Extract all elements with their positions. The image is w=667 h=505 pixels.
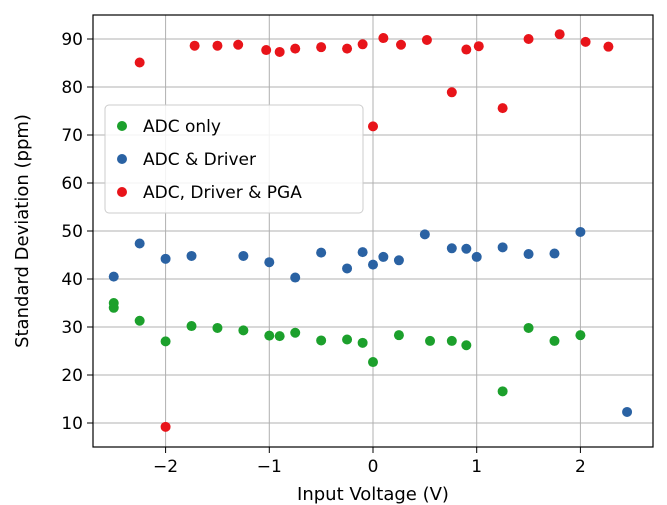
point-series-1: [549, 335, 560, 346]
point-series-1: [264, 330, 275, 341]
point-series-3: [160, 421, 171, 432]
point-series-3: [554, 29, 565, 40]
legend-marker-1: [117, 121, 127, 131]
point-series-1: [393, 330, 404, 341]
x-tick-label: 1: [471, 457, 482, 477]
point-series-2: [549, 248, 560, 259]
point-series-2: [378, 251, 389, 262]
point-series-1: [238, 325, 249, 336]
point-series-3: [378, 33, 389, 44]
point-series-2: [622, 406, 633, 417]
point-series-3: [580, 36, 591, 47]
point-series-3: [233, 39, 244, 50]
y-tick-label: 60: [61, 174, 83, 194]
point-series-2: [342, 263, 353, 274]
point-series-3: [603, 41, 614, 52]
y-tick-label: 70: [61, 126, 83, 146]
y-tick-label: 90: [61, 30, 83, 50]
point-series-3: [274, 46, 285, 57]
point-series-3: [497, 103, 508, 114]
y-tick-label: 10: [61, 414, 83, 434]
point-series-2: [497, 242, 508, 253]
legend-marker-3: [117, 187, 127, 197]
point-series-2: [471, 251, 482, 262]
legend-entries: ADC only ADC & Driver ADC, Driver & PGA: [117, 117, 302, 203]
point-series-2: [134, 238, 145, 249]
point-series-1: [212, 322, 223, 333]
y-tick-label: 50: [61, 222, 83, 242]
y-axis-ticks: 10 20 30 40 50 60 70 80 90: [61, 30, 93, 434]
point-series-2: [446, 243, 457, 254]
point-series-3: [473, 41, 484, 52]
x-tick-label: 0: [368, 457, 379, 477]
point-series-3: [212, 40, 223, 51]
point-series-3: [421, 34, 432, 45]
point-series-3: [290, 43, 301, 54]
point-series-3: [461, 44, 472, 55]
point-series-2: [108, 271, 119, 282]
legend: ADC only ADC & Driver ADC, Driver & PGA: [104, 104, 364, 214]
point-series-2: [290, 272, 301, 283]
legend-marker-2: [117, 154, 127, 164]
data-points: [108, 29, 633, 432]
y-tick-label: 40: [61, 270, 83, 290]
point-series-2: [186, 250, 197, 261]
point-series-3: [316, 42, 327, 53]
point-series-1: [108, 302, 119, 313]
point-series-2: [357, 247, 368, 258]
point-series-3: [523, 34, 534, 44]
point-series-1: [425, 335, 436, 346]
y-tick-label: 20: [61, 366, 83, 386]
point-series-1: [446, 335, 457, 346]
point-series-3: [342, 43, 353, 54]
grid-lines: [93, 15, 653, 447]
x-tick-label: −1: [257, 457, 282, 477]
point-series-1: [290, 327, 301, 338]
point-series-1: [316, 335, 327, 346]
point-series-2: [419, 229, 430, 240]
point-series-2: [238, 250, 249, 261]
point-series-3: [396, 39, 406, 50]
point-series-3: [189, 40, 200, 51]
x-axis-ticks: −2 −1 0 1 2: [153, 447, 586, 477]
point-series-1: [342, 334, 353, 345]
point-series-1: [357, 337, 368, 348]
y-tick-label: 80: [61, 78, 83, 98]
legend-label-1: ADC only: [143, 117, 221, 137]
x-tick-label: 2: [575, 457, 586, 477]
point-series-1: [134, 315, 145, 326]
point-series-1: [461, 340, 472, 351]
point-series-1: [497, 386, 508, 397]
legend-label-3: ADC, Driver & PGA: [143, 183, 302, 203]
point-series-2: [316, 247, 327, 258]
point-series-3: [261, 45, 272, 56]
point-series-2: [523, 249, 534, 260]
y-tick-label: 30: [61, 318, 83, 338]
legend-box: [104, 104, 364, 214]
legend-label-2: ADC & Driver: [143, 150, 256, 170]
point-series-2: [368, 259, 378, 270]
point-series-3: [134, 57, 145, 68]
point-series-1: [575, 330, 586, 341]
point-series-3: [446, 87, 457, 98]
y-axis-label: Standard Deviation (ppm): [12, 114, 33, 348]
x-axis-label: Input Voltage (V): [297, 484, 449, 505]
point-series-1: [186, 321, 197, 332]
point-series-3: [368, 121, 378, 132]
point-series-1: [274, 331, 285, 342]
point-series-2: [461, 243, 472, 254]
point-series-1: [368, 357, 378, 368]
point-series-1: [523, 322, 534, 333]
point-series-2: [160, 253, 171, 264]
point-series-2: [264, 257, 275, 268]
x-tick-label: −2: [153, 457, 178, 477]
point-series-3: [357, 39, 368, 50]
point-series-2: [393, 255, 404, 266]
point-series-1: [160, 336, 171, 347]
point-series-2: [575, 226, 586, 237]
